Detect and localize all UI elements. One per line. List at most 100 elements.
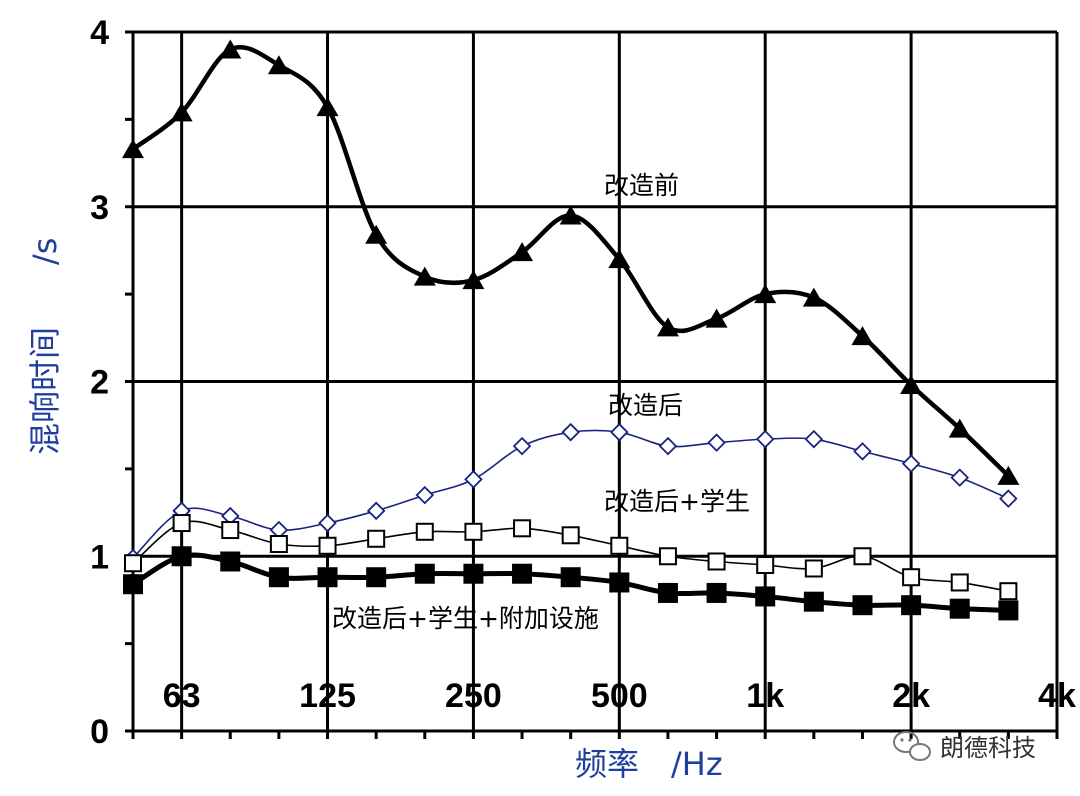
point-s0-filled-triangle-17 <box>948 418 971 438</box>
series-label-after-students-facilities: 改造后+学生+附加设施 <box>332 604 599 633</box>
point-s2-open-square-2 <box>221 521 240 540</box>
series-1 <box>123 422 1018 568</box>
x-tick-label-125: 125 <box>299 677 356 715</box>
point-s3-filled-square-16 <box>901 595 922 616</box>
point-s3-filled-square-9 <box>560 567 581 588</box>
point-s3-filled-square-15 <box>852 595 873 616</box>
point-s2-open-square-4 <box>318 536 337 555</box>
point-s1-open-diamond-17 <box>950 468 970 487</box>
point-s1-open-diamond-10 <box>610 422 629 442</box>
point-s2-open-square-8 <box>513 519 532 538</box>
point-s0-filled-triangle-11 <box>656 317 679 337</box>
point-s2-open-square-1 <box>172 514 191 533</box>
point-s1-open-diamond-4 <box>318 513 337 533</box>
y-axis-label-unit: /s <box>26 238 64 265</box>
point-s0-filled-triangle-18 <box>997 465 1020 485</box>
point-s2-open-square-11 <box>658 547 677 566</box>
x-tick-label-63: 63 <box>163 677 201 715</box>
point-s3-filled-square-12 <box>706 582 727 603</box>
point-s0-filled-triangle-16 <box>900 374 923 394</box>
point-s0-filled-triangle-4 <box>316 97 339 117</box>
point-s3-filled-square-6 <box>414 563 435 584</box>
point-s2-open-square-3 <box>269 535 288 554</box>
series-3 <box>123 546 1019 621</box>
series-label-after: 改造后 <box>608 391 683 420</box>
point-s0-filled-triangle-0 <box>122 139 144 159</box>
point-s0-filled-triangle-15 <box>851 326 874 346</box>
point-s2-open-square-0 <box>124 554 142 573</box>
point-s3-filled-square-2 <box>220 551 241 572</box>
y-axis-label-main: 混响时间 <box>26 327 64 455</box>
point-s3-filled-square-4 <box>317 567 338 588</box>
point-s3-filled-square-1 <box>171 546 192 567</box>
point-s0-filled-triangle-8 <box>511 242 534 262</box>
point-s2-open-square-15 <box>853 547 872 566</box>
y-tick-label-2: 2 <box>90 364 109 402</box>
point-s0-filled-triangle-10 <box>608 249 631 269</box>
point-s0-filled-triangle-5 <box>365 224 388 244</box>
point-s0-filled-triangle-9 <box>559 205 582 225</box>
point-s0-filled-triangle-7 <box>462 270 485 290</box>
point-s3-filled-square-7 <box>463 563 484 584</box>
series-2 <box>124 514 1018 601</box>
x-tick-label-500: 500 <box>591 677 648 715</box>
point-s0-filled-triangle-3 <box>267 55 290 75</box>
point-s1-open-diamond-13 <box>755 429 775 449</box>
point-s3-filled-square-14 <box>803 591 824 612</box>
point-s2-open-square-6 <box>415 522 434 541</box>
point-s1-open-diamond-16 <box>901 454 921 473</box>
point-s3-filled-square-3 <box>268 567 289 588</box>
point-s2-open-square-17 <box>950 573 969 592</box>
point-s2-open-square-14 <box>804 559 823 578</box>
y-tick-label-0: 0 <box>90 713 109 751</box>
series-layer <box>122 39 1020 621</box>
point-s3-filled-square-0 <box>123 574 143 595</box>
y-tick-label-1: 1 <box>90 538 109 576</box>
y-tick-label-3: 3 <box>90 189 109 227</box>
series-0 <box>122 39 1020 485</box>
point-s3-filled-square-17 <box>949 598 970 619</box>
point-s2-open-square-7 <box>464 522 483 541</box>
x-tick-label-250: 250 <box>445 677 502 715</box>
point-s0-filled-triangle-1 <box>170 102 193 122</box>
x-tick-label-4k: 4k <box>1038 677 1076 715</box>
x-tick-label-2k: 2k <box>892 677 930 715</box>
series-label-before: 改造前 <box>604 171 679 200</box>
point-s2-open-square-9 <box>561 526 580 545</box>
point-s1-open-diamond-5 <box>366 501 386 521</box>
point-s1-open-diamond-18 <box>999 489 1018 508</box>
watermark: 朗德科技 <box>893 731 1036 762</box>
point-s1-open-diamond-15 <box>853 442 872 461</box>
point-s3-filled-square-11 <box>657 582 678 603</box>
point-s0-filled-triangle-13 <box>754 284 777 304</box>
point-s3-filled-square-8 <box>512 563 533 584</box>
point-s1-open-diamond-6 <box>415 485 435 505</box>
point-s0-filled-triangle-14 <box>802 287 825 307</box>
point-s2-open-square-5 <box>367 529 386 548</box>
point-s0-filled-triangle-6 <box>413 266 436 286</box>
point-s3-filled-square-5 <box>366 567 387 588</box>
point-s2-open-square-16 <box>902 568 921 587</box>
point-s1-open-diamond-11 <box>658 436 678 456</box>
y-tick-label-4: 4 <box>90 14 109 52</box>
point-s2-open-square-10 <box>610 536 629 555</box>
point-s2-open-square-18 <box>999 582 1018 601</box>
point-s3-filled-square-13 <box>755 586 776 607</box>
point-s1-open-diamond-12 <box>707 433 726 452</box>
y-axis-label: 混响时间 /s <box>26 238 64 455</box>
point-s1-open-diamond-7 <box>464 470 483 489</box>
wechat-icon <box>893 731 931 761</box>
point-s3-filled-square-18 <box>998 600 1019 621</box>
series-line-0 <box>131 45 1010 478</box>
point-s1-open-diamond-14 <box>804 429 824 449</box>
point-s2-open-square-13 <box>756 555 775 574</box>
point-s2-open-square-12 <box>707 552 726 571</box>
point-s0-filled-triangle-12 <box>705 308 728 328</box>
x-axis-label: 频率 /Hz <box>575 745 723 783</box>
watermark-text: 朗德科技 <box>940 734 1036 762</box>
series-label-after-students: 改造后+学生 <box>604 487 750 516</box>
x-tick-label-1k: 1k <box>746 677 784 715</box>
point-s1-open-diamond-9 <box>561 422 580 442</box>
point-s3-filled-square-10 <box>609 572 630 593</box>
